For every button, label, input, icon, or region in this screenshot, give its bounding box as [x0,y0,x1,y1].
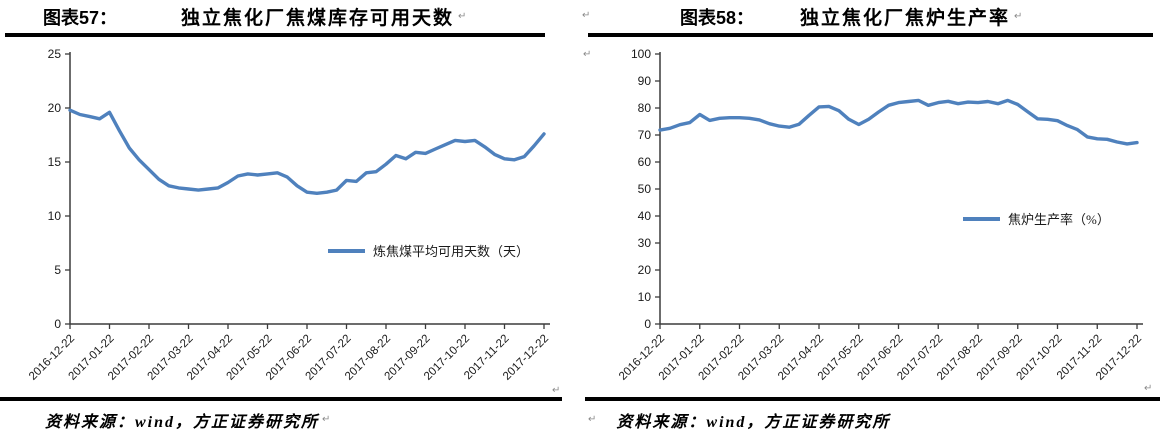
source-text: 资料来源：wind，方正证券研究所 [45,413,320,431]
legend-label: 焦炉生产率（%） [1008,212,1110,227]
y-axis-tick-label: 80 [638,101,652,115]
chart-zone-58: ↵ 0 10 20 30 40 50 60 70 80 90 100 2016-12-22 2017-0… [580,37,1160,397]
footer-divider [0,397,562,401]
source-text: 资料来源：wind，方正证券研究所 [616,413,891,431]
figure-label: 图表58： [680,7,755,28]
coke-oven-rate-chart-canvas: 01020304050607080901002016-12-222017-01-… [617,47,1144,383]
y-axis-tick-label: 20 [638,263,652,277]
figure-title: 独立焦化厂焦煤库存可用天数 [181,8,455,29]
coke-oven-rate-data-line [658,98,1139,146]
y-axis-tick-label: 10 [638,290,652,304]
figure-header-58: 图表58： 独立焦化厂焦炉生产率 ↵ [580,0,1160,33]
coking-coal-days-chart-canvas: 05101520252016-12-222017-01-222017-02-22… [27,47,551,383]
paragraph-mark-icon: ↵ [583,49,592,60]
source-row: 资料来源：wind，方正证券研究所 ↵ [0,401,580,438]
y-axis-tick-label: 60 [638,155,652,169]
paragraph-mark-icon: ↵ [1144,383,1153,394]
y-axis-tick-label: 0 [54,317,61,331]
y-axis-tick-label: 70 [638,128,652,142]
figure-panel-57: 图表57： 独立焦化厂焦煤库存可用天数 ↵ 0 5 10 15 20 25 2016-12-… [0,0,580,438]
legend-label: 炼焦煤平均可用天数（天） [373,244,529,259]
header-divider [588,33,1153,37]
paragraph-mark-icon: ↵ [582,10,591,21]
paragraph-mark-icon: ↵ [552,385,561,396]
y-axis-tick-label: 20 [48,101,62,115]
header-divider [5,33,545,37]
y-axis-tick-label: 15 [48,155,62,169]
figure-title: 独立焦化厂焦炉生产率 [800,8,1011,29]
paragraph-mark-icon: ↵ [588,414,597,425]
y-axis-tick-label: 40 [638,209,652,223]
figure-label: 图表57： [43,7,118,28]
y-axis-tick-label: 25 [48,47,62,61]
footer-divider [585,397,1160,401]
y-axis-tick-label: 10 [48,209,62,223]
coal-days-data-line [68,108,546,196]
paragraph-mark-icon: ↵ [1014,11,1023,22]
source-row: ↵ 资料来源：wind，方正证券研究所 [580,401,1160,438]
y-axis-tick-label: 5 [54,263,61,277]
chart-zone-57: 0 5 10 15 20 25 2016-12-22 2017-01-22 2017-02-22… [0,37,580,397]
y-axis-tick-label: 50 [638,182,652,196]
y-axis-tick-label: 90 [638,74,652,88]
y-axis-tick-label: 30 [638,236,652,250]
y-axis-tick-label: 100 [631,47,651,61]
figure-panel-58: ↵ 图表58： 独立焦化厂焦炉生产率 ↵ ↵ 0 10 20 30 40 50 60 70 80… [580,0,1160,438]
figure-header-57: 图表57： 独立焦化厂焦煤库存可用天数 ↵ [0,0,580,33]
y-axis-tick-label: 0 [644,317,651,331]
paragraph-mark-icon: ↵ [458,11,467,22]
paragraph-mark-icon: ↵ [322,414,331,425]
